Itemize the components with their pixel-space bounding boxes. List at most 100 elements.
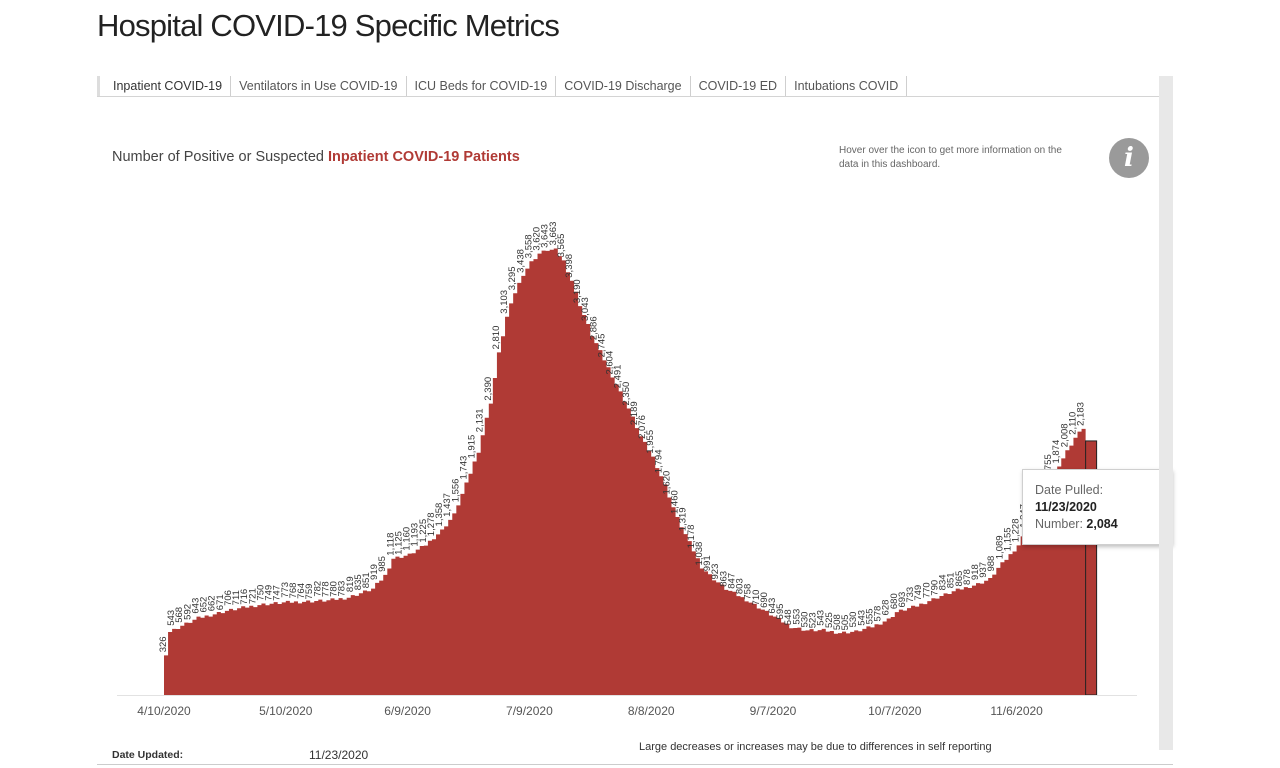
data-label: 780	[329, 581, 340, 597]
scrollbar[interactable]	[1159, 76, 1173, 750]
data-label: 530	[799, 612, 810, 628]
data-label: 643	[767, 598, 778, 614]
data-label: 803	[735, 578, 746, 594]
data-label: 643	[190, 598, 201, 614]
date-updated-value: 11/23/2020	[309, 748, 369, 762]
tooltip: Date Pulled: 11/23/2020 Number: 2,084	[1022, 469, 1172, 545]
data-label: 530	[848, 612, 859, 628]
data-label: 553	[791, 609, 802, 625]
data-label: 749	[264, 585, 275, 601]
data-label: 711	[231, 590, 242, 605]
data-label: 764	[296, 583, 307, 599]
data-label: 3,558	[523, 234, 534, 258]
tab-intubations[interactable]: Intubations COVID	[786, 76, 908, 96]
area-series[interactable]	[164, 248, 1090, 696]
tab-ed[interactable]: COVID-19 ED	[691, 76, 787, 96]
data-label: 523	[808, 612, 819, 628]
data-label: 865	[954, 571, 965, 587]
x-tick-label: 9/7/2020	[750, 704, 797, 718]
x-tick-label: 5/10/2020	[259, 704, 313, 718]
data-label: 1,743	[458, 456, 469, 480]
data-label: 693	[897, 592, 908, 608]
data-label: 773	[280, 582, 291, 598]
data-label: 2,491	[613, 365, 624, 389]
tab-inpatient-covid[interactable]: Inpatient COVID-19	[97, 76, 232, 96]
data-label: 1,556	[450, 479, 461, 503]
data-label: 937	[978, 562, 989, 578]
data-label: 652	[199, 597, 210, 613]
data-label: 1,874	[1051, 440, 1062, 464]
data-label: 759	[304, 584, 315, 600]
data-label: 3,043	[580, 297, 591, 321]
data-label: 834	[938, 574, 949, 590]
data-label: 578	[873, 606, 884, 622]
data-label: 505	[840, 615, 851, 631]
data-label: 716	[239, 589, 250, 605]
data-label: 326	[158, 636, 169, 652]
data-label: 768	[288, 583, 299, 599]
data-label: 835	[353, 574, 364, 590]
data-label: 1,278	[426, 512, 437, 536]
data-label: 548	[783, 609, 794, 625]
info-text: Hover over the icon to get more informat…	[839, 145, 1062, 170]
data-label: 555	[864, 608, 875, 624]
data-label: 680	[889, 593, 900, 609]
data-label: 3,438	[515, 249, 526, 273]
data-label: 749	[913, 585, 924, 601]
data-label: 628	[881, 600, 892, 616]
data-label: 758	[743, 584, 754, 600]
bottom-divider	[97, 764, 1173, 765]
footer-note: Large decreases or increases may be due …	[639, 741, 992, 753]
tab-discharge[interactable]: COVID-19 Discharge	[556, 76, 691, 96]
data-label: 1,755	[1043, 454, 1054, 478]
page-title: Hospital COVID-19 Specific Metrics	[97, 8, 560, 43]
chart-heading-prefix: Number of Positive or Suspected	[112, 149, 328, 165]
data-label: 3,620	[532, 227, 543, 251]
data-label: 1,160	[402, 527, 413, 551]
data-label: 508	[832, 614, 843, 630]
data-label: 878	[962, 569, 973, 585]
data-label: 2,076	[637, 415, 648, 439]
data-label: 3,565	[556, 234, 567, 258]
info-icon[interactable]: i	[1109, 138, 1149, 178]
data-label: 568	[174, 607, 185, 623]
data-label: 1,155	[1002, 527, 1013, 551]
data-label: 919	[369, 564, 380, 580]
x-tick-label: 4/10/2020	[137, 704, 191, 718]
data-label: 3,190	[572, 279, 583, 303]
x-tick-label: 10/7/2020	[868, 704, 922, 718]
data-label: 2,350	[621, 382, 632, 406]
data-label: 991	[702, 555, 713, 571]
data-label: 1,089	[994, 535, 1005, 559]
data-label: 721	[247, 588, 258, 604]
tooltip-number-label: Number:	[1035, 517, 1083, 531]
tab-icu-beds[interactable]: ICU Beds for COVID-19	[407, 76, 557, 96]
data-label: 2,886	[588, 316, 599, 340]
data-label: 1,193	[410, 523, 421, 547]
data-label: 985	[377, 556, 388, 572]
data-label: 3,295	[507, 266, 518, 290]
tab-ventilators[interactable]: Ventilators in Use COVID-19	[231, 76, 407, 96]
data-label: 1,319	[678, 507, 689, 531]
data-label: 3,643	[540, 224, 551, 248]
data-label: 1,955	[645, 430, 656, 454]
data-label: 778	[320, 581, 331, 597]
data-label: 2,008	[1059, 423, 1070, 447]
data-label: 1,915	[467, 435, 478, 459]
data-label: 783	[337, 581, 348, 597]
data-label: 3,663	[548, 222, 559, 246]
x-tick-label: 11/6/2020	[990, 704, 1043, 718]
data-label: 1,358	[434, 503, 445, 527]
data-label: 710	[751, 590, 762, 606]
data-label: 671	[215, 594, 226, 610]
data-label: 1,460	[670, 490, 681, 514]
data-label: 690	[759, 592, 770, 608]
area-chart: 3265435685926436526626717067117167217507…	[117, 222, 1137, 718]
tooltip-number-value: 2,084	[1086, 517, 1118, 531]
data-label: 2,110	[1067, 412, 1078, 435]
date-updated-label: Date Updated:	[112, 749, 184, 761]
tooltip-date-value: 11/23/2020	[1035, 500, 1097, 514]
data-label: 851	[946, 572, 957, 588]
tooltip-date-label: Date Pulled:	[1035, 483, 1104, 497]
data-label: 3,103	[499, 290, 510, 314]
